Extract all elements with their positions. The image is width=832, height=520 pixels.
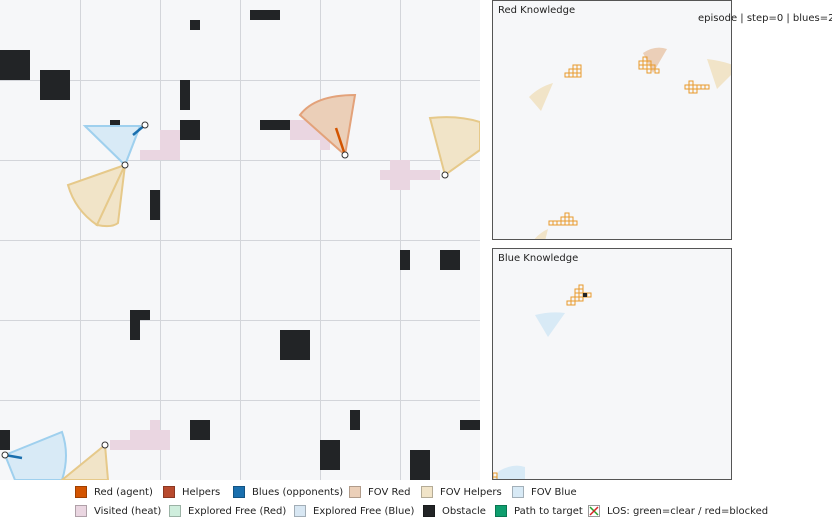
red-knowledge-explored — [548, 56, 710, 226]
legend-item-fov-helpers: FOV Helpers — [421, 486, 502, 498]
legend-label: FOV Blue — [531, 486, 577, 498]
legend-item-fov-red: FOV Red — [349, 486, 410, 498]
blue-knowledge-map — [493, 284, 592, 479]
blue-knowledge-title: Blue Knowledge — [498, 253, 579, 264]
legend-item-red-agent: Red (agent) — [75, 486, 153, 498]
legend-label: Blues (opponents) — [252, 486, 344, 498]
red-knowledge-fov-red — [643, 47, 667, 73]
legend-item-helpers: Helpers — [163, 486, 220, 498]
legend-item-los: LOS: green=clear / red=blocked — [588, 505, 768, 517]
legend-label: FOV Red — [368, 486, 411, 498]
blue-knowledge-obstacle — [583, 293, 587, 297]
legend-label: Path to target — [514, 505, 583, 517]
red-knowledge-panel: Red Knowledge — [492, 0, 732, 240]
legend-swatch — [163, 486, 175, 498]
obstacles — [0, 10, 480, 480]
legend-swatch — [349, 486, 361, 498]
legend-item-path: Path to target — [495, 505, 583, 517]
blue-knowledge-fov — [494, 312, 565, 479]
legend-item-obstacle: Obstacle — [423, 505, 486, 517]
legend-swatch — [495, 505, 507, 517]
legend-swatch — [512, 486, 524, 498]
legend-label: Explored Free (Red) — [188, 505, 287, 517]
map-canvas — [0, 0, 480, 480]
legend-swatch — [75, 505, 87, 517]
episode-status: episode | step=0 | blues=2 — [698, 13, 832, 24]
legend-swatch — [169, 505, 181, 517]
legend-label: Obstacle — [442, 505, 486, 517]
blue-knowledge-panel: Blue Knowledge — [492, 248, 732, 480]
legend-swatch — [233, 486, 245, 498]
los-cross-icon — [588, 505, 600, 517]
legend-label: FOV Helpers — [440, 486, 502, 498]
legend-item-explored-blue: Explored Free (Blue) — [294, 505, 414, 517]
legend-item-blues: Blues (opponents) — [233, 486, 343, 498]
legend-label: Red (agent) — [94, 486, 153, 498]
legend-swatch — [421, 486, 433, 498]
helper-agents — [101, 161, 449, 449]
legend-label: LOS: green=clear / red=blocked — [607, 505, 769, 517]
red-knowledge-title: Red Knowledge — [498, 5, 576, 16]
legend-item-explored-red: Explored Free (Red) — [169, 505, 286, 517]
legend-label: Helpers — [182, 486, 221, 498]
legend-swatch — [294, 505, 306, 517]
blue-opponents — [1, 121, 149, 460]
legend-label: Visited (heat) — [94, 505, 162, 517]
legend-swatch — [423, 505, 435, 517]
red-agent — [334, 127, 349, 159]
legend-item-visited: Visited (heat) — [75, 505, 161, 517]
grid — [0, 0, 480, 480]
legend-swatch — [75, 486, 87, 498]
legend: Red (agent) Helpers Blues (opponents) FO… — [0, 480, 832, 519]
fov-helpers — [60, 116, 480, 480]
red-knowledge-map — [529, 47, 731, 239]
fov-blue — [3, 125, 142, 480]
red-knowledge-fov-helpers — [529, 59, 731, 239]
legend-item-fov-blue: FOV Blue — [512, 486, 577, 498]
main-map — [0, 0, 480, 480]
legend-label: Explored Free (Blue) — [313, 505, 415, 517]
